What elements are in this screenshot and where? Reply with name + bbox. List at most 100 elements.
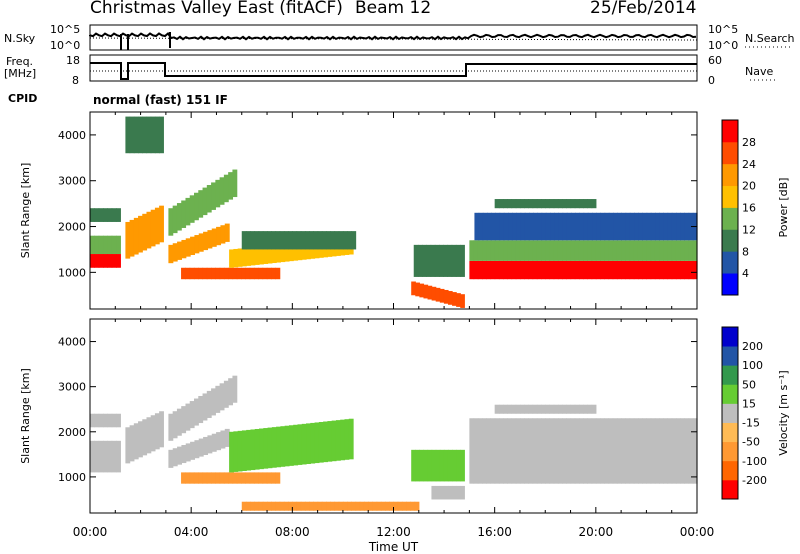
power-band-2-cell: [90, 208, 95, 222]
power-band-14-cell: [600, 212, 606, 241]
velocity-band-11-cell: [494, 404, 500, 414]
power-band-13-cell: [629, 240, 635, 261]
velocity-band-2-cell: [159, 411, 164, 448]
power-band-12-cell: [667, 260, 673, 280]
velocity-band-7-cell: [258, 501, 264, 511]
velocity-band-3-cell: [194, 398, 199, 426]
power-colorbar-tick: 12: [742, 223, 756, 236]
velocity-band-6-cell: [288, 425, 294, 466]
velocity-band-3-cell: [181, 406, 187, 434]
velocity-band-11-cell: [507, 404, 513, 414]
power-band-13-cell: [498, 240, 504, 261]
power-band-12-cell: [566, 260, 572, 280]
velocity-band-6-cell: [280, 426, 286, 467]
velocity-band-10-cell: [532, 418, 538, 484]
power-band-15-cell: [536, 199, 542, 209]
velocity-band-11-cell: [545, 404, 551, 414]
velocity-band-7-cell: [410, 501, 416, 511]
power-band-14-cell: [491, 212, 497, 241]
velocity-colorbar-tick: -200: [742, 474, 767, 487]
velocity-band-10-cell: [663, 418, 669, 484]
power-band-12-cell: [570, 260, 576, 280]
power-band-13-cell: [541, 240, 546, 261]
velocity-band-6-cell: [340, 419, 346, 461]
power-band-6-cell: [194, 192, 199, 221]
power-band-13-cell: [494, 240, 500, 261]
power-band-1-cell: [90, 235, 95, 255]
power-band-14-cell: [508, 212, 513, 241]
power-band-13-cell: [663, 240, 669, 261]
power-band-13-cell: [591, 240, 597, 261]
power-band-12-cell: [482, 260, 487, 280]
velocity-band-10-cell: [528, 418, 534, 484]
power-band-12-cell: [688, 260, 694, 280]
nsky-panel: [89, 24, 698, 51]
power-band-12-cell: [515, 260, 521, 280]
velocity-band-10-cell: [608, 418, 614, 484]
velocity-band-7-cell: [300, 501, 306, 511]
velocity-band-6-cell: [263, 428, 269, 469]
velocity-band-3-cell: [223, 380, 229, 408]
velocity-band-6-cell: [259, 428, 264, 470]
velocity-band-7-cell: [401, 501, 407, 511]
power-band-13-cell: [562, 240, 567, 261]
power-band-6-cell: [176, 203, 182, 231]
power-band-9-cell: [292, 231, 298, 250]
velocity-band-3-cell: [202, 393, 208, 421]
velocity-band-7-cell: [338, 501, 344, 511]
velocity-band-10-cell: [667, 418, 673, 484]
velocity-band-2-cell: [129, 425, 135, 462]
power-band-4-cell: [154, 116, 160, 154]
velocity-band-10-cell: [482, 418, 487, 484]
power-band-14-cell: [554, 212, 560, 241]
power-band-0-cell: [98, 254, 104, 268]
velocity-band-10-cell: [490, 418, 496, 484]
velocity-band-10-cell: [469, 418, 475, 484]
power-band-1-cell: [103, 235, 108, 255]
velocity-band-7-cell: [254, 501, 260, 511]
velocity-colorbar-tick: 100: [742, 359, 763, 372]
velocity-band-7-cell: [313, 501, 319, 511]
velocity-band-7-cell: [397, 501, 403, 511]
power-band-7-cell: [215, 267, 221, 280]
freq-tick-top: 18: [66, 54, 80, 67]
power-band-6-cell: [185, 197, 191, 226]
power-band-13-cell: [473, 240, 479, 261]
velocity-band-10-cell: [680, 418, 685, 484]
velocity-band-10-cell: [566, 418, 572, 484]
power-band-10-cell: [439, 288, 445, 303]
power-band-15-cell: [507, 199, 513, 209]
power-band-6-cell: [228, 172, 234, 200]
velocity-band-7-cell: [380, 501, 386, 511]
velocity-band-8-cell: [447, 449, 453, 482]
velocity-band-9-cell: [456, 485, 461, 500]
power-band-14-cell: [529, 212, 534, 241]
velocity-band-0-cell: [94, 440, 100, 473]
x-tick-label: 04:00: [174, 525, 209, 539]
power-band-9-cell: [338, 231, 344, 250]
power-band-6-cell: [206, 185, 212, 213]
velocity-band-11-cell: [541, 404, 546, 414]
power-band-12-cell: [578, 260, 584, 280]
power-band-14-cell: [566, 212, 572, 241]
velocity-band-10-cell: [507, 418, 513, 484]
power-band-9-cell: [300, 231, 306, 250]
power-band-4-cell: [146, 116, 152, 154]
velocity-band-5-cell: [189, 472, 195, 484]
power-band-13-cell: [566, 240, 572, 261]
velocity-band-4-cell: [203, 436, 209, 455]
velocity-colorbar-segment: [722, 460, 738, 481]
power-band-12-cell: [469, 260, 475, 280]
power-band-15-cell: [519, 199, 525, 209]
velocity-band-10-cell: [519, 418, 525, 484]
power-band-7-cell: [241, 267, 246, 280]
velocity-band-1-cell: [98, 413, 104, 428]
power-band-14-cell: [659, 212, 665, 241]
velocity-band-10-cell: [553, 418, 559, 484]
power-band-9-cell: [317, 231, 323, 250]
velocity-band-7-cell: [321, 501, 327, 511]
power-band-13-cell: [583, 240, 589, 261]
power-band-12-cell: [654, 260, 660, 280]
velocity-band-5-cell: [245, 472, 251, 484]
power-band-14-cell: [520, 212, 526, 241]
